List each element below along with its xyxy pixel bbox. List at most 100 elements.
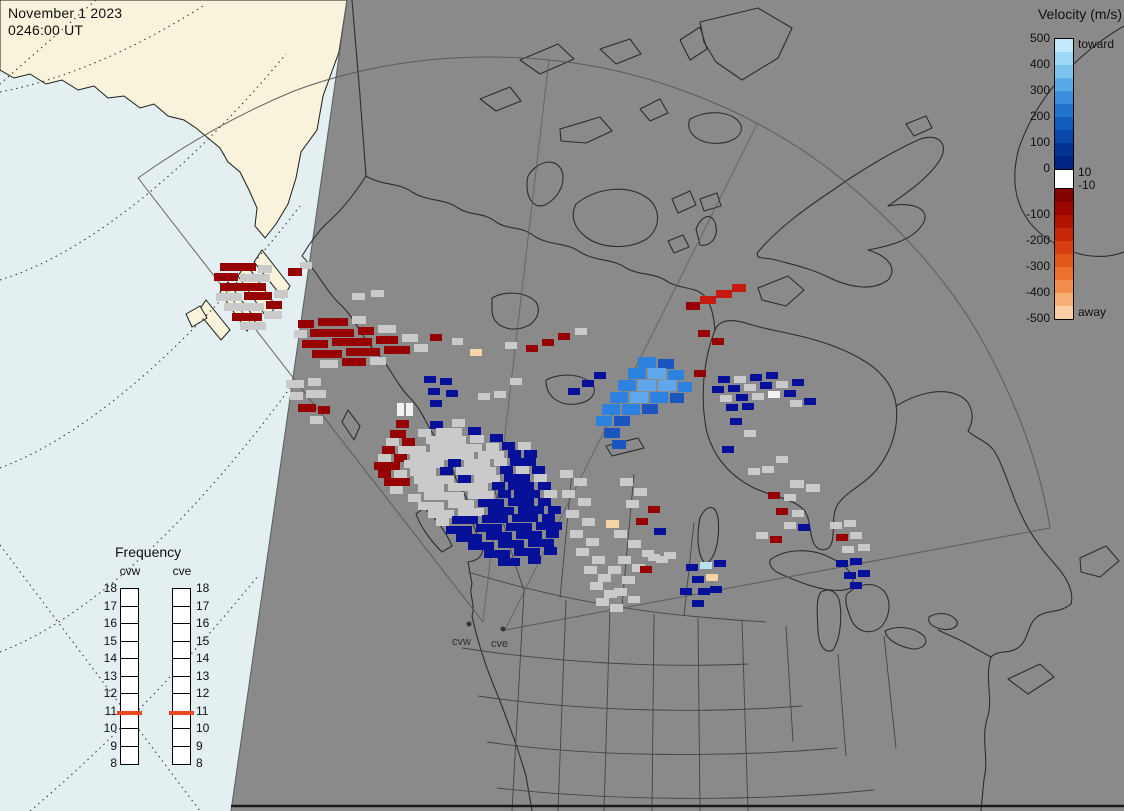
frequency-bar-segment [173, 659, 190, 677]
inner-upper-label: 10 [1078, 165, 1092, 179]
velocity-cell [592, 556, 605, 564]
velocity-colorbar [1054, 38, 1074, 320]
velocity-cell [306, 390, 326, 398]
velocity-cell [596, 598, 609, 606]
velocity-cell [494, 458, 507, 466]
velocity-cell [220, 263, 256, 271]
banks-island [526, 161, 564, 207]
velocity-cell [706, 574, 718, 581]
arctic-islet [479, 86, 522, 112]
velocity-cell [371, 290, 384, 297]
velocity-cell [440, 467, 453, 475]
velocity-cell [748, 468, 760, 475]
velocity-cell [300, 262, 312, 269]
velocity-cell [732, 284, 746, 292]
velocity-cell [760, 382, 772, 389]
velocity-cell [232, 313, 262, 321]
velocity-cell [290, 392, 303, 400]
velocity-cell [288, 268, 302, 276]
velocity-cell [308, 378, 321, 386]
velocity-cell [352, 293, 365, 300]
velocity-cell [604, 590, 617, 598]
velocity-cell [538, 482, 551, 490]
frequency-tick: 16 [196, 616, 210, 630]
frequency-tick: 15 [103, 633, 117, 648]
velocity-cell [726, 404, 738, 411]
velocity-cell [468, 542, 494, 550]
velocity-cell [458, 508, 484, 516]
velocity-cell [730, 418, 742, 425]
velocity-cell [410, 468, 436, 476]
velocity-cell [498, 558, 520, 566]
velocity-cell [640, 566, 652, 573]
legend-tick: 400 [1029, 57, 1050, 71]
frequency-panel: Frequency cvw cve 18 18 17 17 16 16 15 15 14 14 13… [93, 544, 227, 784]
velocity-cell [428, 510, 454, 518]
velocity-cell [418, 429, 431, 437]
velocity-cell [614, 416, 630, 426]
inner-lower-label: -10 [1078, 178, 1096, 192]
velocity-cell [648, 506, 660, 513]
velocity-cell [654, 528, 666, 535]
velocity-cell [424, 492, 464, 500]
frequency-bar-cvw [120, 588, 139, 765]
legend-away-segment [1055, 280, 1073, 293]
velocity-cell [850, 532, 862, 539]
axel-heiberg-island [679, 26, 708, 61]
velocity-cell [692, 576, 704, 583]
frequency-tick: 14 [103, 651, 117, 665]
frequency-tick: 11 [104, 703, 117, 718]
velocity-cell [722, 446, 734, 453]
velocity-cell [436, 518, 449, 526]
velocity-cell [578, 498, 591, 506]
velocity-cell [586, 538, 599, 546]
velocity-cell [470, 435, 484, 443]
velocity-cell [410, 452, 474, 460]
velocity-cell [498, 540, 524, 548]
velocity-cell [266, 301, 282, 309]
velocity-legend-title: Velocity (m/s) [1037, 6, 1122, 22]
velocity-cell [264, 311, 282, 319]
velocity-cell [792, 379, 804, 386]
fov-right-edge [504, 527, 1051, 631]
nova-scotia [1007, 663, 1055, 695]
velocity-cell [384, 346, 410, 354]
legend-tick: 0 [1043, 161, 1050, 175]
velocity-cell [452, 419, 465, 427]
velocity-cell [634, 488, 647, 496]
frequency-column-label-cve: cve [172, 564, 192, 578]
velocity-cell [378, 454, 391, 462]
velocity-cell [610, 604, 623, 612]
boothia-peninsula [695, 216, 717, 246]
legend-tick: -200 [1025, 233, 1050, 247]
frequency-bar-segment [121, 712, 138, 729]
somerset-island [699, 192, 722, 212]
velocity-cell [492, 482, 505, 490]
velocity-cell [728, 385, 740, 392]
datetime-header: November 1 2023 0246:00 UT [8, 5, 122, 39]
velocity-cell [398, 446, 426, 454]
velocity-cell [686, 302, 700, 310]
frequency-marker [117, 711, 142, 716]
frequency-tick: 12 [196, 686, 210, 700]
velocity-cell [656, 556, 668, 563]
frequency-tick: 12 [103, 686, 117, 700]
velocity-cell [474, 475, 500, 483]
velocity-cell [534, 474, 547, 482]
velocity-cell [505, 342, 517, 349]
velocity-cell [568, 388, 580, 395]
velocity-cell [668, 370, 684, 380]
legend-tick: 200 [1029, 109, 1050, 123]
velocity-cell [448, 500, 474, 508]
velocity-cell [756, 532, 768, 539]
velocity-cell [664, 552, 676, 559]
velocity-cell [430, 421, 443, 429]
frequency-bar-segment [173, 677, 190, 694]
velocity-cell [394, 470, 407, 478]
velocity-cell [784, 522, 796, 529]
velocity-cell [310, 416, 323, 424]
velocity-cell [618, 380, 636, 391]
velocity-cell [830, 522, 842, 529]
victoria-island [572, 188, 659, 248]
